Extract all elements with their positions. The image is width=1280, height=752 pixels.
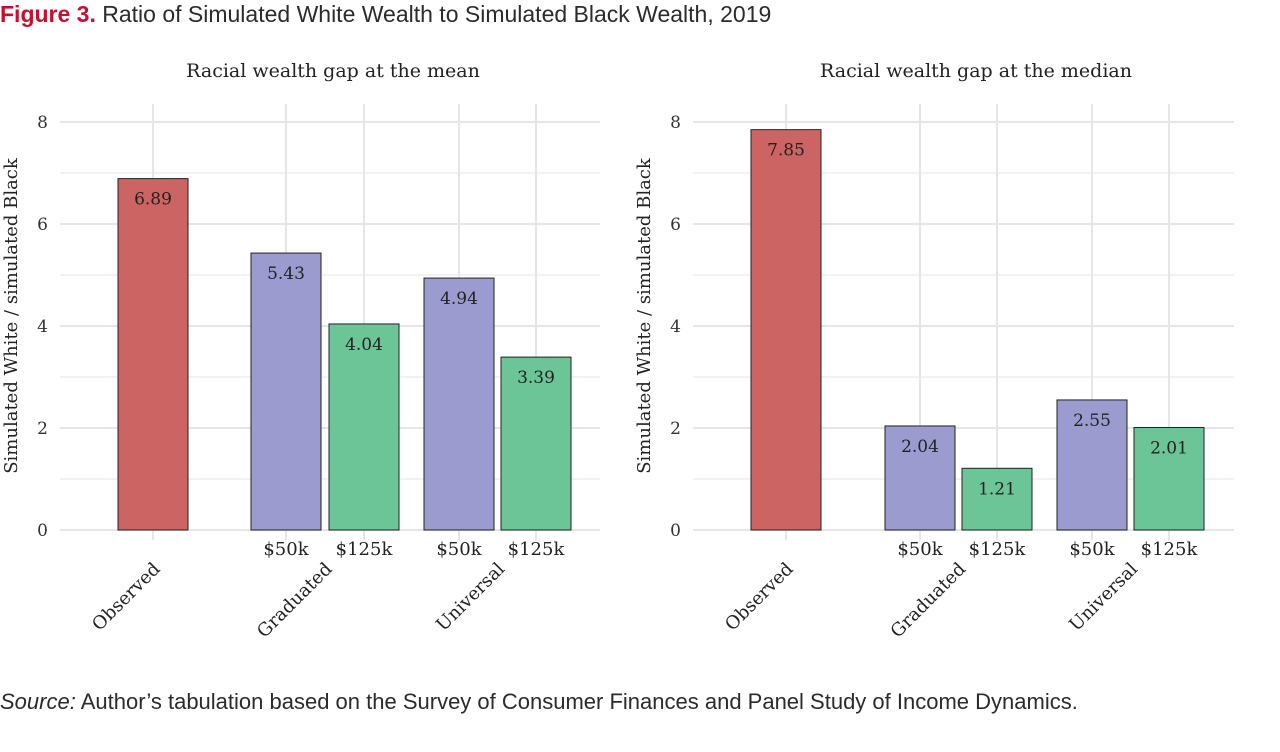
bar-category-label: $50k <box>1069 539 1115 560</box>
bar-category-label: $125k <box>336 539 394 560</box>
y-tick-label: 8 <box>37 113 48 133</box>
bar <box>117 178 189 531</box>
bar-value-label: 4.04 <box>345 335 383 355</box>
bar-value-label: 2.55 <box>1073 411 1111 431</box>
bar-category-label: $50k <box>436 539 482 560</box>
bar-category-label: $125k <box>969 539 1027 560</box>
chart-area: Racial wealth gap at the mean 0 2 4 6 8 Simula… <box>1 60 1234 642</box>
y-tick-label: 2 <box>670 419 681 439</box>
bar <box>250 252 322 531</box>
bar-value-label: 5.43 <box>267 264 305 284</box>
y-tick-label: 8 <box>670 113 681 133</box>
bar-value-label: 3.39 <box>517 368 555 388</box>
bar-value-label: 2.01 <box>1150 438 1188 458</box>
figure-label: Figure 3. <box>0 1 96 27</box>
y-tick-label: 2 <box>37 419 48 439</box>
bar-category-label: $125k <box>1141 539 1199 560</box>
chart-panel-2: Racial wealth gap at the median 0 2 4 6 8 Simu… <box>634 60 1234 642</box>
bar-category-label: $125k <box>508 539 566 560</box>
x-group-label: Graduated <box>253 559 336 642</box>
bar-value-label: 2.04 <box>901 437 939 457</box>
bar <box>1056 399 1128 531</box>
bar-category-label: $50k <box>897 539 943 560</box>
figure-title: Figure 3. Ratio of Simulated White Wealt… <box>0 0 771 28</box>
bar-value-label: 4.94 <box>440 289 478 309</box>
bar <box>884 425 956 531</box>
y-tick-label: 0 <box>670 521 681 541</box>
x-group-label: Universal <box>1065 559 1142 636</box>
panel-title: Racial wealth gap at the median <box>820 60 1132 82</box>
y-tick-label: 4 <box>37 317 48 337</box>
bar <box>328 323 400 531</box>
source-note: Source: Author’s tabulation based on the… <box>0 686 1276 718</box>
y-tick-label: 0 <box>37 521 48 541</box>
y-axis-title: Simulated White / simulated Black <box>1 157 22 474</box>
y-tick-label: 6 <box>670 215 681 235</box>
y-tick-label: 4 <box>670 317 681 337</box>
y-tick-label: 6 <box>37 215 48 235</box>
bar <box>423 277 495 531</box>
y-axis-title: Simulated White / simulated Black <box>634 157 655 474</box>
source-label: Source: <box>0 689 76 714</box>
panel-title: Racial wealth gap at the mean <box>186 60 480 82</box>
bar-category-label: $50k <box>263 539 309 560</box>
bar-value-label: 6.89 <box>134 190 172 210</box>
figure-title-text: Ratio of Simulated White Wealth to Simul… <box>102 1 772 27</box>
bar-value-label: 1.21 <box>978 479 1016 499</box>
bar <box>750 129 822 531</box>
bar <box>500 356 572 531</box>
bar <box>961 467 1033 531</box>
x-group-label: Graduated <box>887 559 970 642</box>
x-group-label: Universal <box>432 559 509 636</box>
x-group-label: Observed <box>88 559 164 635</box>
bar-value-label: 7.85 <box>767 141 805 161</box>
bar <box>1133 426 1205 531</box>
x-group-label: Observed <box>721 559 797 635</box>
source-text: Author’s tabulation based on the Survey … <box>80 689 1078 714</box>
chart-panel-1: Racial wealth gap at the mean 0 2 4 6 8 Simula… <box>1 60 600 642</box>
